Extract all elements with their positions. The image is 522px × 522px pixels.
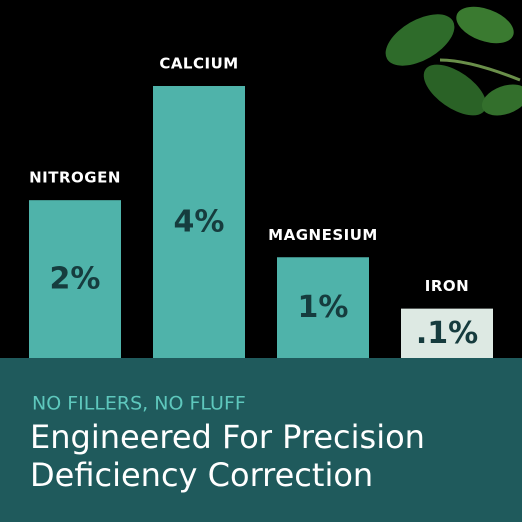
bar (401, 308, 493, 360)
value-label: 4% (174, 205, 225, 240)
bar (153, 86, 245, 360)
category-label: IRON (425, 277, 469, 295)
banner (0, 358, 522, 522)
value-label: .1% (416, 316, 478, 351)
headline: Deficiency Correction (30, 456, 373, 494)
category-label: MAGNESIUM (268, 226, 378, 244)
bar (29, 200, 121, 360)
value-label: 1% (298, 290, 349, 325)
tagline: NO FILLERS, NO FLUFF (32, 393, 246, 415)
leaves (385, 6, 522, 116)
headline: Engineered For Precision (30, 418, 425, 456)
value-label: 2% (50, 262, 101, 297)
category-label: NITROGEN (29, 169, 121, 187)
plot: NITROGEN 2% CALCIUM 4% MAGNESIUM 1% IRON .1% (29, 55, 493, 360)
bar (277, 257, 369, 360)
category-label: CALCIUM (159, 55, 238, 73)
